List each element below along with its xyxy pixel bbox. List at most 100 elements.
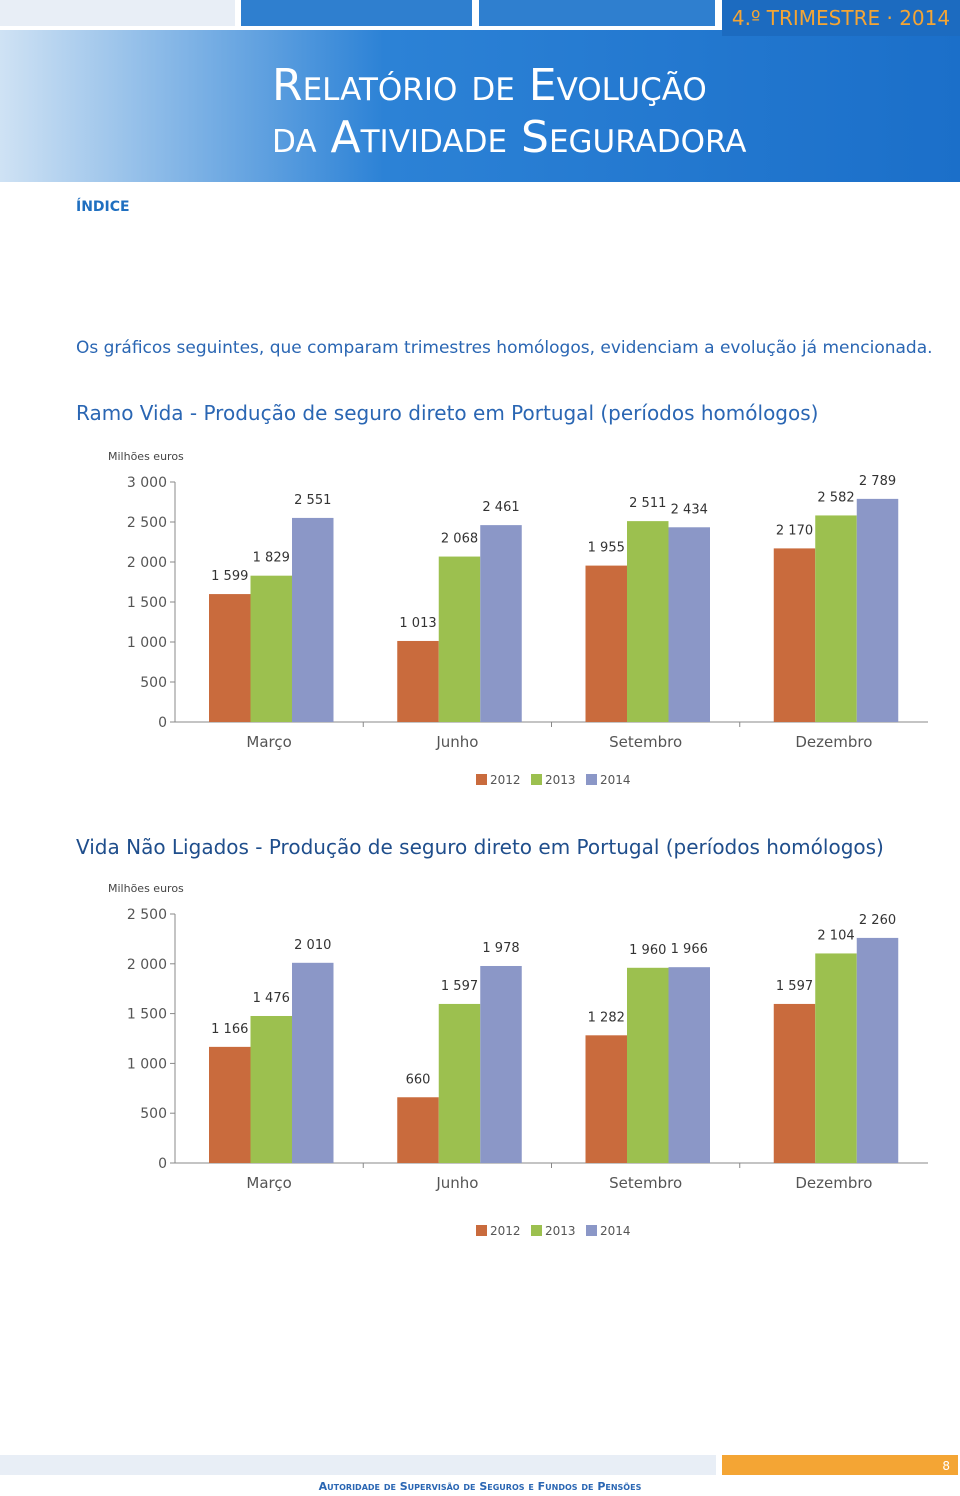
y-tick-label: 0: [158, 715, 167, 731]
data-label: 1 978: [482, 941, 519, 956]
data-label: 1 599: [211, 569, 248, 584]
data-label: 1 282: [588, 1010, 625, 1025]
y-axis-label: Milhões euros: [108, 882, 184, 895]
legend-label: 2014: [600, 1224, 631, 1238]
x-tick-label: Setembro: [609, 1174, 682, 1192]
y-tick-label: 1 500: [127, 595, 167, 611]
data-label: 1 597: [776, 979, 813, 994]
y-tick-label: 2 000: [127, 957, 167, 973]
y-tick-label: 0: [158, 1156, 167, 1172]
bar: [480, 525, 522, 722]
x-tick-label: Junho: [435, 733, 478, 751]
data-label: 2 789: [859, 474, 896, 489]
bar: [209, 1046, 251, 1163]
legend-swatch: [476, 774, 487, 785]
bar: [438, 556, 481, 722]
y-tick-label: 2 500: [127, 515, 167, 531]
legend-swatch: [476, 1225, 487, 1236]
data-label: 2 170: [776, 523, 813, 538]
y-tick-label: 2 500: [127, 907, 167, 923]
top-block: [0, 0, 235, 26]
x-tick-label: Dezembro: [795, 733, 872, 751]
footer-org: Autoridade de Supervisão de Seguros e Fu…: [318, 1480, 642, 1493]
y-tick-label: 1 500: [127, 1007, 167, 1023]
data-label: 2 511: [629, 496, 666, 511]
data-label: 1 960: [629, 943, 666, 958]
title-line: da Atividade Seguradora: [272, 112, 747, 163]
bar: [773, 1003, 816, 1163]
legend-label: 2013: [545, 1224, 576, 1238]
data-label: 2 582: [817, 490, 854, 505]
bar: [585, 565, 627, 722]
y-tick-label: 500: [140, 1106, 167, 1122]
top-block: [241, 0, 472, 26]
data-label: 1 476: [253, 991, 290, 1006]
data-label: 2 104: [817, 928, 854, 943]
data-label: 1 597: [441, 979, 478, 994]
data-label: 2 434: [671, 502, 708, 517]
data-label: 2 551: [294, 493, 331, 508]
data-label: 2 461: [482, 500, 519, 515]
legend-label: 2014: [600, 773, 631, 787]
y-tick-label: 1 000: [127, 635, 167, 651]
intro: Os gráficos seguintes, que comparam trim…: [76, 338, 933, 358]
bar: [668, 967, 710, 1163]
footer-bar: [0, 1455, 716, 1475]
bar: [397, 640, 439, 722]
data-label: 1 955: [588, 541, 625, 556]
legend-label: 2012: [490, 1224, 521, 1238]
data-label: 2 010: [294, 938, 331, 953]
bar: [397, 1097, 439, 1163]
y-axis-label: Milhões euros: [108, 450, 184, 463]
top-block: [479, 0, 715, 26]
legend-swatch: [586, 774, 597, 785]
bar: [438, 1003, 481, 1163]
banner: [0, 30, 960, 182]
legend-label: 2013: [545, 773, 576, 787]
x-tick-label: Junho: [435, 1174, 478, 1192]
y-tick-label: 500: [140, 675, 167, 691]
bar: [480, 965, 522, 1163]
data-label: 660: [406, 1072, 431, 1087]
data-label: 2 068: [441, 532, 478, 547]
data-label: 1 013: [399, 616, 436, 631]
x-tick-label: Dezembro: [795, 1174, 872, 1192]
bar: [627, 521, 669, 722]
index-link[interactable]: ÍNDICE: [76, 199, 130, 215]
data-label: 2 260: [859, 913, 896, 928]
data-label: 1 966: [671, 942, 708, 957]
legend-swatch: [586, 1225, 597, 1236]
y-tick-label: 3 000: [127, 475, 167, 491]
x-tick-label: Março: [246, 733, 291, 751]
x-tick-label: Março: [246, 1174, 291, 1192]
bar: [585, 1035, 627, 1163]
data-label: 1 829: [253, 551, 290, 566]
bar: [815, 515, 857, 722]
legend-swatch: [531, 1225, 542, 1236]
y-tick-label: 1 000: [127, 1056, 167, 1072]
bar: [292, 962, 334, 1163]
page-number: 8: [722, 1455, 958, 1475]
bar: [856, 937, 899, 1163]
page-num: 8: [942, 1459, 950, 1473]
chart-title: Vida Não Ligados - Produção de seguro di…: [76, 835, 884, 859]
bar: [250, 1015, 292, 1163]
title: Relatório de Evolução da Atividade Segur…: [272, 60, 747, 164]
chart-title: Ramo Vida - Produção de seguro direto em…: [76, 401, 818, 425]
bar: [292, 517, 334, 722]
title-line: Relatório de Evolução: [272, 60, 707, 111]
bar: [627, 967, 669, 1163]
bar: [668, 527, 710, 722]
bar: [815, 953, 857, 1163]
data-label: 1 166: [211, 1022, 248, 1037]
bar: [250, 575, 292, 722]
x-tick-label: Setembro: [609, 733, 682, 751]
legend-swatch: [531, 774, 542, 785]
badge: 4.º TRIMESTRE · 2014: [722, 0, 960, 36]
y-tick-label: 2 000: [127, 555, 167, 571]
bar: [856, 498, 899, 722]
bar: [209, 594, 251, 722]
legend-label: 2012: [490, 773, 521, 787]
